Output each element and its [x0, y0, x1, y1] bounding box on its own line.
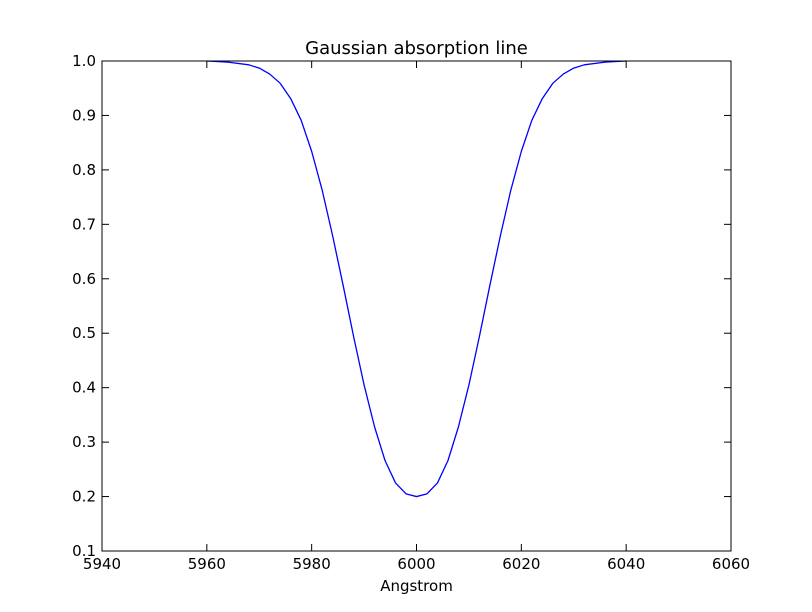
y-tick-label: 0.9 [72, 106, 96, 124]
x-tick-label: 5960 [188, 555, 226, 573]
series-line-0 [206, 60, 627, 498]
y-tick-label: 0.5 [72, 324, 96, 342]
x-tick-label: 5980 [293, 555, 331, 573]
x-tick-label: 5940 [83, 555, 121, 573]
x-tick-label: 6020 [502, 555, 540, 573]
chart-title: Gaussian absorption line [305, 38, 528, 59]
y-tick-label: 0.6 [72, 270, 96, 288]
x-axis-label: Angstrom [380, 577, 453, 595]
plot-area [102, 61, 731, 551]
y-tick-label: 1.0 [72, 52, 96, 70]
ticks-layer: 5940 5960 5980 6000 6020 6040 6060 0.1 0.2 0.3 0.4… [72, 52, 750, 573]
y-tick-label: 0.7 [72, 215, 96, 233]
y-tick-label: 0.3 [72, 433, 96, 451]
y-tick-label: 0.4 [72, 379, 96, 397]
x-tick-label: 6000 [397, 555, 435, 573]
x-tick-label: 6040 [607, 555, 645, 573]
y-tick-label: 0.2 [72, 488, 96, 506]
plot-frame [101, 60, 732, 552]
y-tick-label: 0.8 [72, 161, 96, 179]
x-tick-label: 6060 [712, 555, 750, 573]
y-tick-label: 0.1 [72, 542, 96, 560]
series-layer [206, 60, 627, 498]
